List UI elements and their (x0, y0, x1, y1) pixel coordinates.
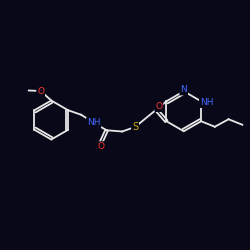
Text: O: O (98, 142, 105, 151)
Text: O: O (156, 102, 162, 111)
Text: N: N (180, 86, 187, 94)
Text: O: O (156, 102, 162, 111)
Text: N: N (180, 86, 187, 94)
Text: NH: NH (200, 98, 213, 107)
Text: O: O (37, 86, 44, 96)
Text: O: O (98, 142, 105, 151)
Text: S: S (132, 122, 138, 132)
Text: NH: NH (87, 118, 101, 127)
Text: O: O (37, 86, 44, 96)
Text: S: S (132, 122, 138, 132)
Text: NH: NH (87, 118, 101, 127)
Text: NH: NH (200, 98, 213, 107)
